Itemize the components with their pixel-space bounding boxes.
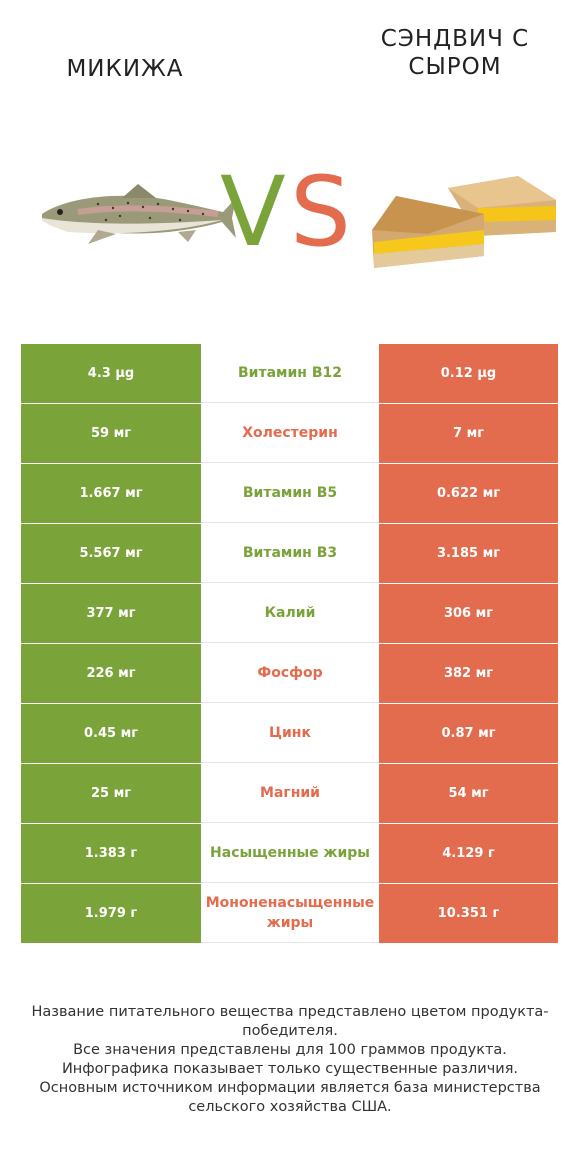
left-value: 5.567 мг — [21, 524, 201, 583]
right-value: 382 мг — [379, 644, 558, 703]
right-value: 7 мг — [379, 404, 558, 463]
left-value: 4.3 µg — [21, 344, 201, 403]
left-value: 1.383 г — [21, 824, 201, 883]
left-value: 377 мг — [21, 584, 201, 643]
right-product-title: Сэндвич с сыром — [380, 26, 530, 80]
left-value: 1.979 г — [21, 884, 201, 943]
left-product-title: Микижа — [66, 56, 184, 82]
table-row: 1.667 мг Витамин B5 0.622 мг — [21, 464, 558, 523]
left-value: 0.45 мг — [21, 704, 201, 763]
left-value: 226 мг — [21, 644, 201, 703]
vs-letter-v: V — [220, 156, 286, 268]
table-row: 4.3 µg Витамин B12 0.12 µg — [21, 344, 558, 403]
table-row: 1.979 г Мононенасыщенные жиры 10.351 г — [21, 884, 558, 943]
trout-fish-image — [42, 184, 236, 244]
nutrient-name: Магний — [201, 764, 379, 823]
right-value: 0.87 мг — [379, 704, 558, 763]
right-value: 3.185 мг — [379, 524, 558, 583]
right-value: 4.129 г — [379, 824, 558, 883]
nutrient-name: Холестерин — [201, 404, 379, 463]
right-value: 0.12 µg — [379, 344, 558, 403]
right-value: 54 мг — [379, 764, 558, 823]
table-row: 1.383 г Насыщенные жиры 4.129 г — [21, 824, 558, 883]
right-value: 0.622 мг — [379, 464, 558, 523]
nutrient-name: Витамин B12 — [201, 344, 379, 403]
footer-line: Инфографика показывает только существенн… — [61, 1061, 519, 1077]
table-row: 5.567 мг Витамин B3 3.185 мг — [21, 524, 558, 583]
left-value: 25 мг — [21, 764, 201, 823]
footer-line: Название питательного вещества представл… — [31, 1004, 549, 1039]
footer-line: Основным источником информации является … — [39, 1080, 541, 1115]
footer-notes: Название питательного вещества представл… — [20, 1003, 560, 1117]
table-row: 25 мг Магний 54 мг — [21, 764, 558, 823]
nutrient-name: Цинк — [201, 704, 379, 763]
vs-letter-s: S — [290, 156, 351, 268]
table-row: 226 мг Фосфор 382 мг — [21, 644, 558, 703]
grilled-cheese-sandwich-image — [372, 176, 556, 268]
comparison-table: 4.3 µg Витамин B12 0.12 µg 59 мг Холестерин 7… — [21, 344, 558, 944]
nutrient-name: Витамин B3 — [201, 524, 379, 583]
nutrient-name: Насыщенные жиры — [201, 824, 379, 883]
table-row: 0.45 мг Цинк 0.87 мг — [21, 704, 558, 763]
right-value: 10.351 г — [379, 884, 558, 943]
table-row: 59 мг Холестерин 7 мг — [21, 404, 558, 463]
right-value: 306 мг — [379, 584, 558, 643]
left-value: 1.667 мг — [21, 464, 201, 523]
table-row: 377 мг Калий 306 мг — [21, 584, 558, 643]
nutrient-name: Фосфор — [201, 644, 379, 703]
left-value: 59 мг — [21, 404, 201, 463]
nutrient-name: Витамин B5 — [201, 464, 379, 523]
nutrient-name: Калий — [201, 584, 379, 643]
nutrient-name: Мононенасыщенные жиры — [201, 884, 379, 943]
footer-line: Все значения представлены для 100 граммо… — [73, 1042, 507, 1058]
